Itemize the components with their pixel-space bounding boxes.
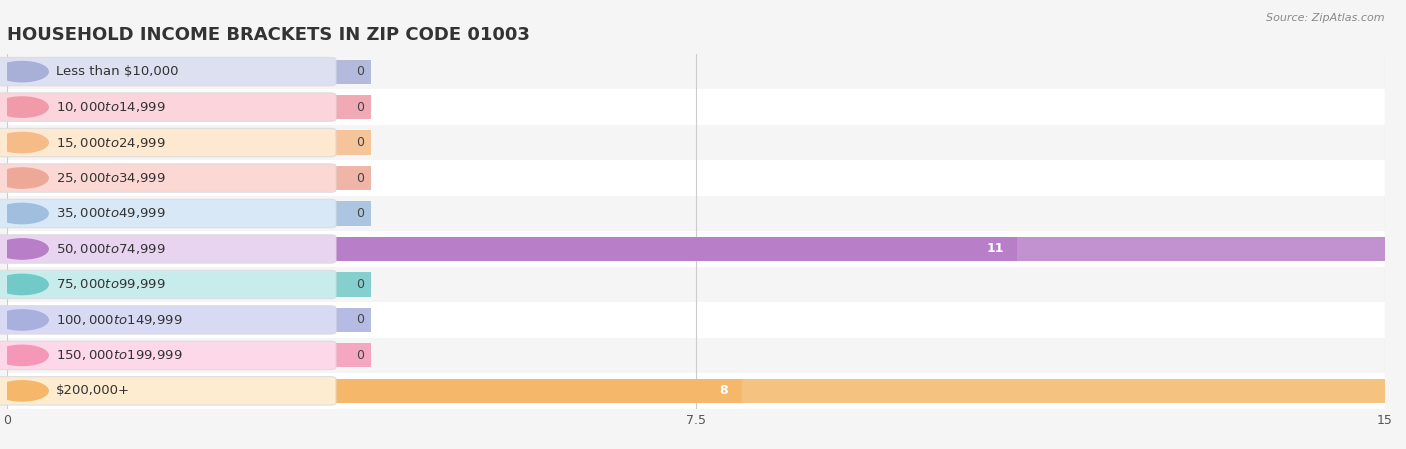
Text: Source: ZipAtlas.com: Source: ZipAtlas.com <box>1267 13 1385 23</box>
Text: 0: 0 <box>356 278 364 291</box>
FancyBboxPatch shape <box>0 93 336 121</box>
Text: HOUSEHOLD INCOME BRACKETS IN ZIP CODE 01003: HOUSEHOLD INCOME BRACKETS IN ZIP CODE 01… <box>7 26 530 44</box>
Text: $15,000 to $24,999: $15,000 to $24,999 <box>56 136 166 150</box>
Text: $75,000 to $99,999: $75,000 to $99,999 <box>56 277 166 291</box>
Bar <box>7 166 371 190</box>
Bar <box>7 379 742 403</box>
FancyBboxPatch shape <box>7 267 1385 302</box>
Text: 0: 0 <box>356 313 364 326</box>
Text: Less than $10,000: Less than $10,000 <box>56 65 179 78</box>
Circle shape <box>0 274 48 295</box>
Text: 8: 8 <box>720 384 728 397</box>
Bar <box>7 60 371 84</box>
FancyBboxPatch shape <box>0 341 336 370</box>
FancyBboxPatch shape <box>0 235 336 263</box>
Circle shape <box>0 310 48 330</box>
FancyBboxPatch shape <box>0 128 336 157</box>
Text: $200,000+: $200,000+ <box>56 384 129 397</box>
FancyBboxPatch shape <box>7 160 1385 196</box>
FancyBboxPatch shape <box>0 57 336 86</box>
FancyBboxPatch shape <box>0 377 336 405</box>
Text: 0: 0 <box>356 65 364 78</box>
Bar <box>7 237 1385 261</box>
Text: $150,000 to $199,999: $150,000 to $199,999 <box>56 348 183 362</box>
FancyBboxPatch shape <box>0 164 336 192</box>
Text: $35,000 to $49,999: $35,000 to $49,999 <box>56 207 166 220</box>
FancyBboxPatch shape <box>7 373 1385 409</box>
Bar <box>7 237 1018 261</box>
Text: $10,000 to $14,999: $10,000 to $14,999 <box>56 100 166 114</box>
Bar <box>7 95 371 119</box>
FancyBboxPatch shape <box>7 54 1385 89</box>
Circle shape <box>0 132 48 153</box>
Text: 0: 0 <box>356 101 364 114</box>
FancyBboxPatch shape <box>7 302 1385 338</box>
Bar <box>7 131 371 154</box>
Text: 0: 0 <box>356 136 364 149</box>
FancyBboxPatch shape <box>7 338 1385 373</box>
Circle shape <box>0 62 48 82</box>
Text: 0: 0 <box>356 349 364 362</box>
Bar <box>7 273 371 296</box>
FancyBboxPatch shape <box>0 306 336 334</box>
FancyBboxPatch shape <box>7 89 1385 125</box>
Text: 0: 0 <box>356 172 364 185</box>
Text: $25,000 to $34,999: $25,000 to $34,999 <box>56 171 166 185</box>
FancyBboxPatch shape <box>7 125 1385 160</box>
Text: $50,000 to $74,999: $50,000 to $74,999 <box>56 242 166 256</box>
Circle shape <box>0 203 48 224</box>
Bar <box>7 202 371 225</box>
Circle shape <box>0 381 48 401</box>
Circle shape <box>0 239 48 259</box>
FancyBboxPatch shape <box>7 196 1385 231</box>
Bar <box>7 379 1385 403</box>
Bar <box>7 343 371 367</box>
Circle shape <box>0 168 48 188</box>
FancyBboxPatch shape <box>0 199 336 228</box>
Circle shape <box>0 345 48 365</box>
Circle shape <box>0 97 48 117</box>
FancyBboxPatch shape <box>0 270 336 299</box>
Text: 11: 11 <box>986 242 1004 255</box>
Text: 0: 0 <box>356 207 364 220</box>
FancyBboxPatch shape <box>7 231 1385 267</box>
Bar <box>7 308 371 332</box>
Text: $100,000 to $149,999: $100,000 to $149,999 <box>56 313 183 327</box>
